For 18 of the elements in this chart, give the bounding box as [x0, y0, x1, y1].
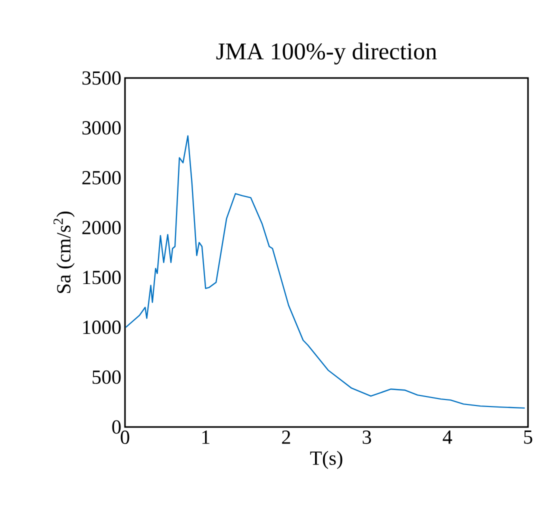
- x-tick-label: 3: [362, 430, 372, 444]
- x-tick-label: 4: [442, 430, 452, 444]
- y-tick-label: 1500: [83, 270, 121, 284]
- chart-title: JMA 100%-y direction: [216, 42, 437, 64]
- y-tick-label: 1000: [83, 320, 121, 334]
- x-tick-label: 0: [120, 430, 130, 444]
- y-axis-title: Sa (cm/s$^{2}$): [54, 212, 75, 293]
- x-tick-label: 1: [202, 430, 210, 444]
- x-tick-label: 5: [524, 430, 532, 444]
- y-tick-label: 0: [112, 420, 121, 434]
- line-series: [125, 135, 526, 409]
- y-tick-label: 500: [92, 370, 121, 384]
- y-tick-label: 2500: [82, 170, 121, 184]
- y-tick-label: 3000: [82, 121, 121, 135]
- y-tick-label: 2000: [82, 220, 121, 234]
- y-tick-label: 3500: [82, 71, 121, 85]
- x-axis-title: T(s): [310, 450, 342, 470]
- x-tick-label: 2: [282, 430, 290, 444]
